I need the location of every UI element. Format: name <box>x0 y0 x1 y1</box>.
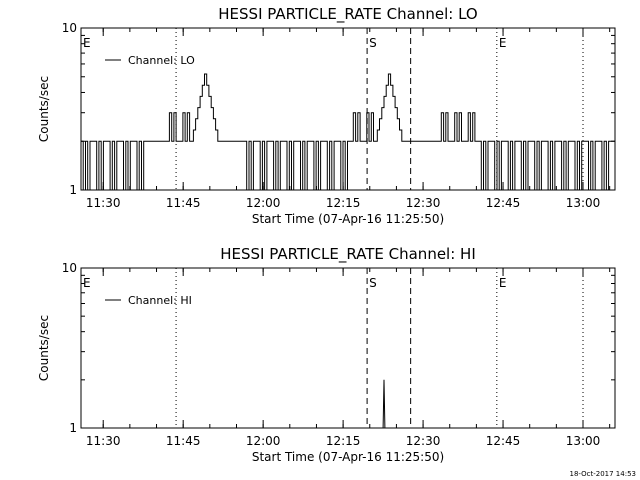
x-axis-label: Start Time (07-Apr-16 11:25:50) <box>252 212 444 226</box>
event-marker-label: E <box>499 276 507 290</box>
y-tick-label: 10 <box>62 261 77 275</box>
event-marker-label: E <box>499 36 507 50</box>
x-tick-label: 12:15 <box>326 434 361 448</box>
y-axis-label: Counts/sec <box>37 76 51 142</box>
x-tick-label: 12:45 <box>486 434 521 448</box>
x-tick-label: 12:30 <box>406 196 441 210</box>
event-marker-label: S <box>369 36 377 50</box>
plot-frame <box>80 267 616 429</box>
x-tick-label: 13:00 <box>566 196 601 210</box>
x-tick-label: 11:30 <box>86 196 121 210</box>
event-marker-label: S <box>369 276 377 290</box>
x-tick-label: 11:30 <box>86 434 121 448</box>
legend-label: Channel: HI <box>128 294 192 307</box>
x-tick-label: 12:00 <box>246 196 281 210</box>
event-marker-label: E <box>83 276 91 290</box>
x-tick-label: 12:30 <box>406 434 441 448</box>
chart-title: HESSI PARTICLE_RATE Channel: HI <box>220 245 476 264</box>
series-line <box>382 379 386 429</box>
x-tick-label: 12:15 <box>326 196 361 210</box>
x-tick-label: 13:00 <box>566 434 601 448</box>
y-tick-label: 1 <box>69 183 77 197</box>
y-tick-label: 1 <box>69 421 77 435</box>
x-tick-label: 12:45 <box>486 196 521 210</box>
footer-timestamp: 18-Oct-2017 14:53 <box>569 470 636 478</box>
x-tick-label: 11:45 <box>166 434 201 448</box>
chart-title: HESSI PARTICLE_RATE Channel: LO <box>218 5 477 24</box>
event-marker-label: E <box>83 36 91 50</box>
y-axis-label: Counts/sec <box>37 315 51 381</box>
x-axis-label: Start Time (07-Apr-16 11:25:50) <box>252 450 444 464</box>
x-tick-label: 11:45 <box>166 196 201 210</box>
x-tick-label: 12:00 <box>246 434 281 448</box>
y-tick-label: 10 <box>62 21 77 35</box>
legend-label: Channel: LO <box>128 54 195 67</box>
series-line <box>81 73 615 191</box>
